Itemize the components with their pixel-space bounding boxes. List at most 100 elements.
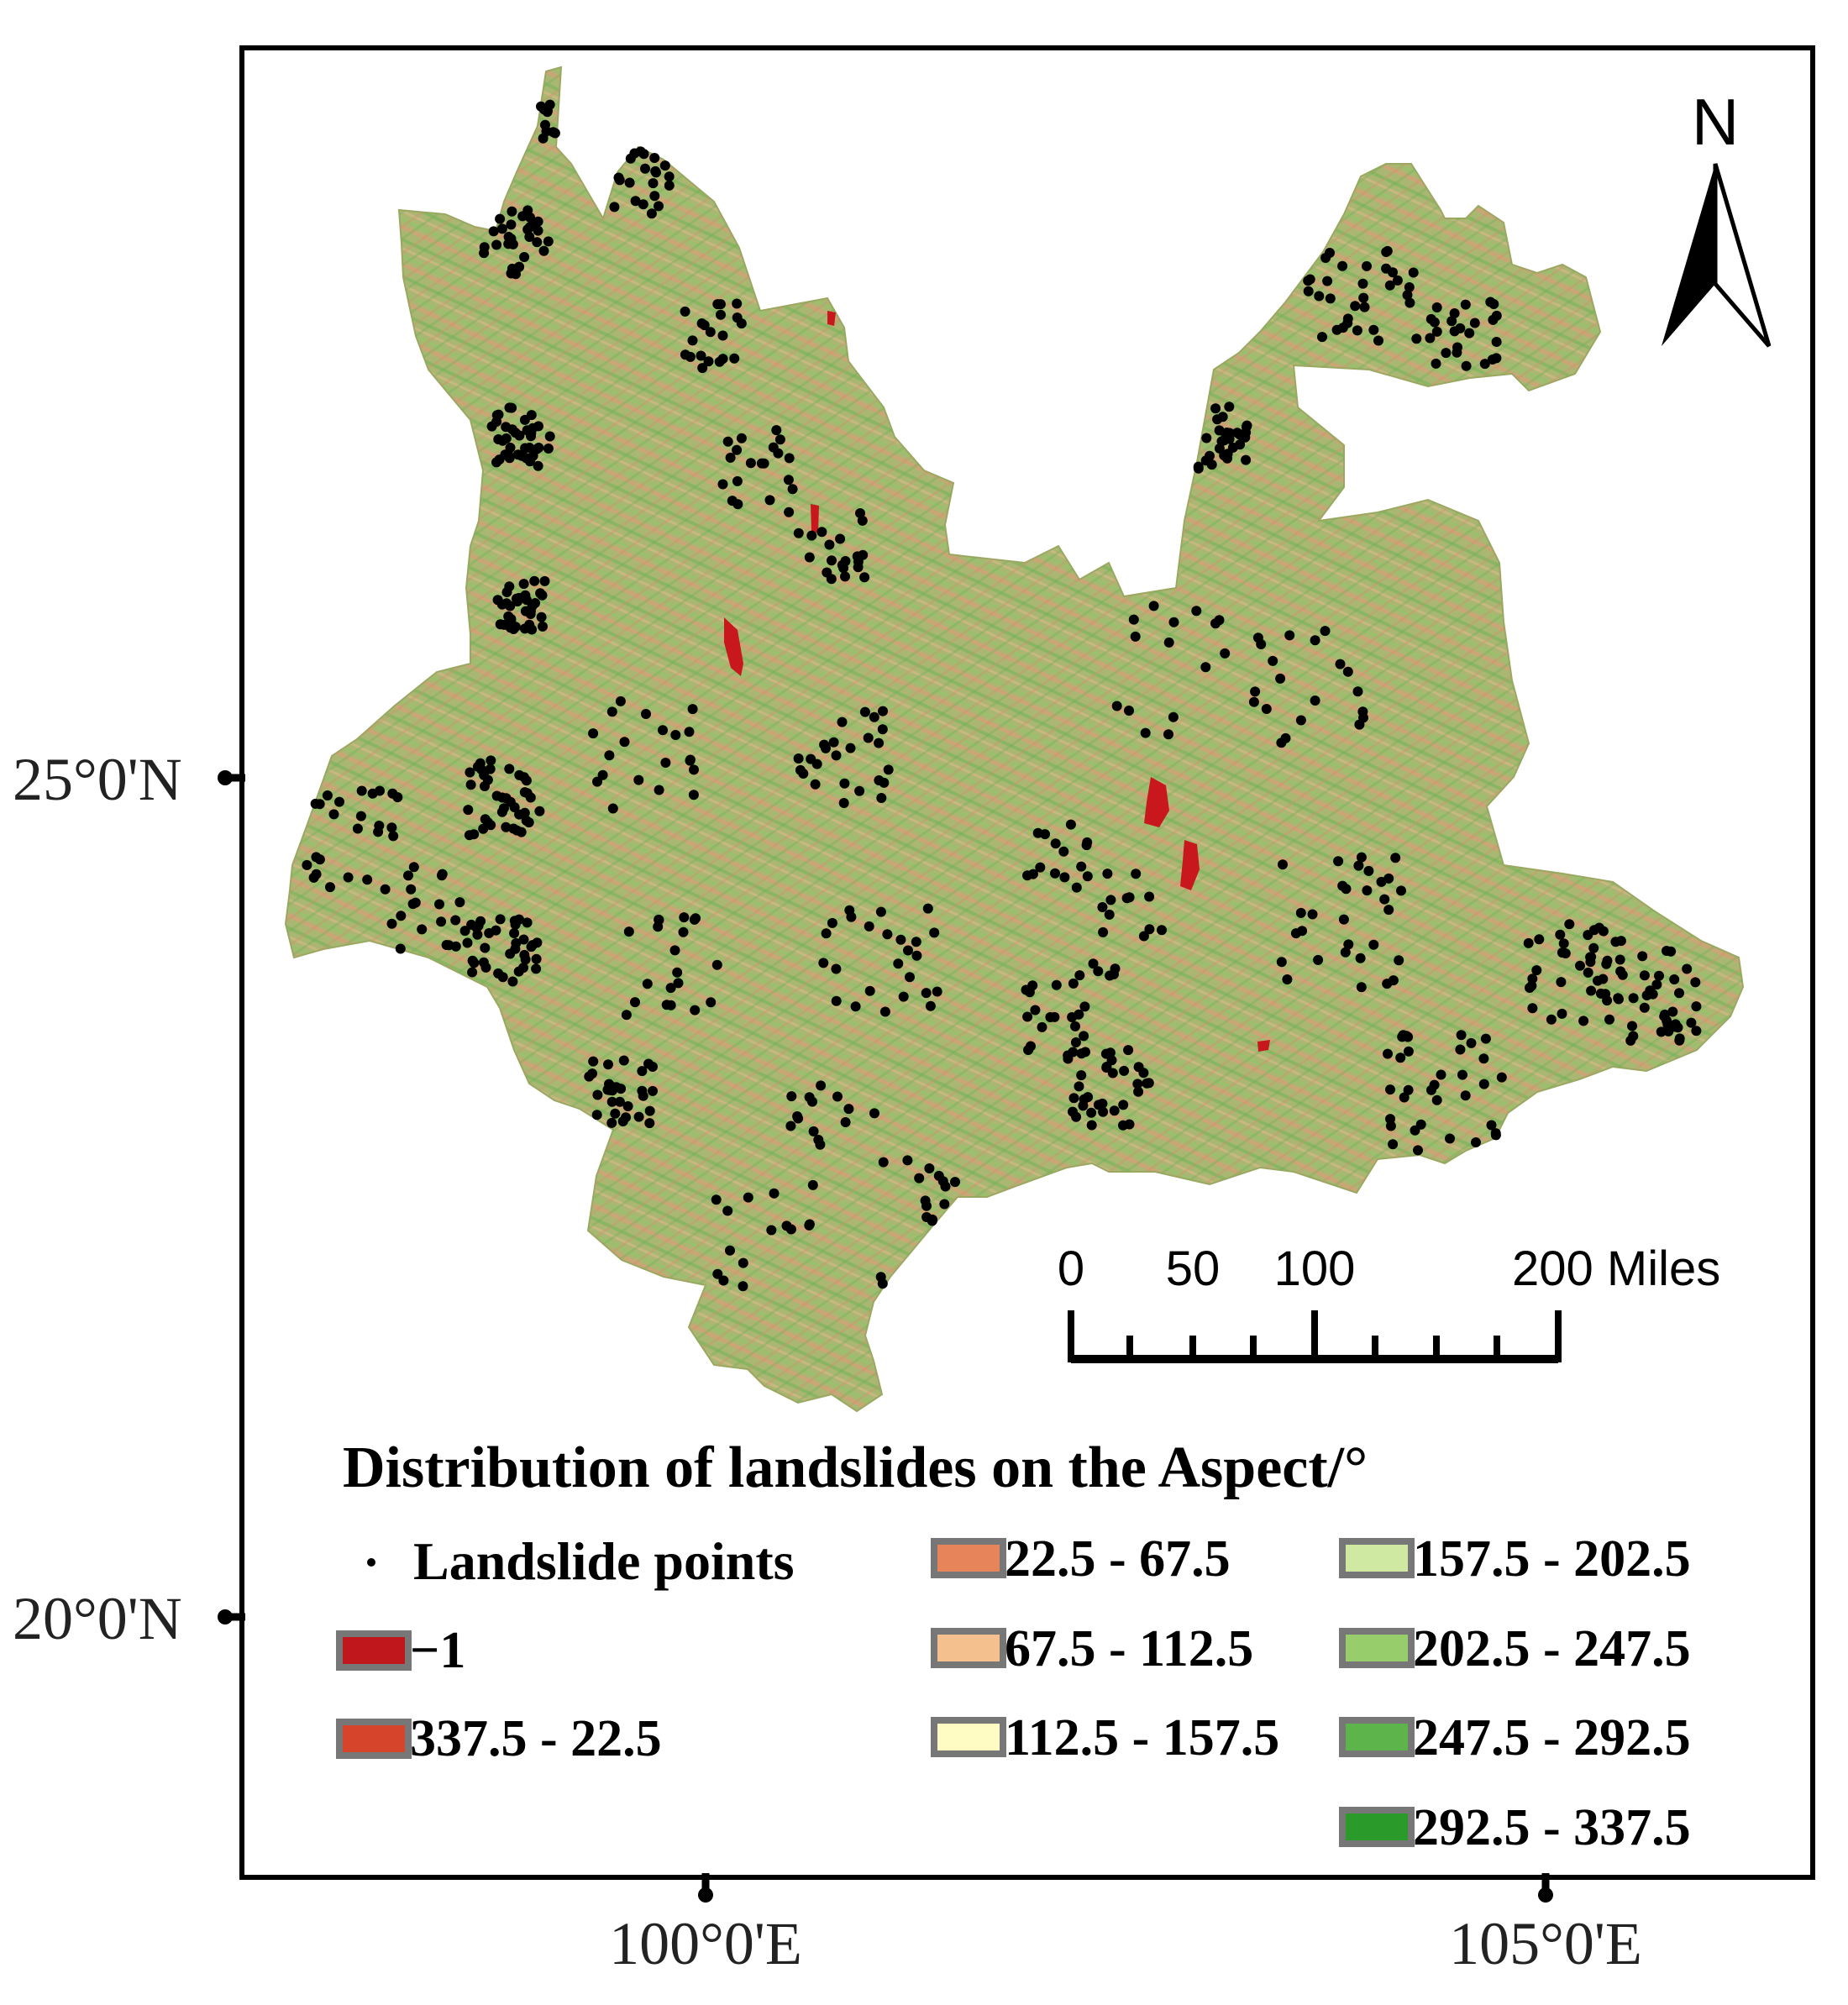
landslide-point bbox=[1337, 260, 1348, 271]
landslide-point bbox=[463, 805, 474, 816]
landslide-point bbox=[1051, 979, 1062, 990]
landslide-point bbox=[633, 1111, 644, 1122]
landslide-point bbox=[853, 556, 864, 567]
landslide-point bbox=[1471, 1137, 1481, 1147]
landslide-point bbox=[1295, 907, 1306, 918]
landslide-point bbox=[518, 934, 529, 945]
landslide-point bbox=[1586, 985, 1597, 996]
landslide-point bbox=[743, 1192, 753, 1203]
landslide-point bbox=[497, 972, 508, 983]
landslide-point bbox=[1404, 282, 1415, 292]
legend-item-minus1: −1 bbox=[336, 1622, 465, 1679]
landslide-point bbox=[1313, 954, 1324, 965]
landslide-point bbox=[625, 153, 636, 164]
landslide-point bbox=[506, 219, 517, 230]
landslide-point bbox=[1088, 958, 1099, 969]
landslide-point bbox=[529, 575, 540, 586]
landslide-point bbox=[591, 1110, 602, 1121]
legend-title: Distribution of landslides on the Aspect… bbox=[343, 1436, 1368, 1500]
landslide-point bbox=[501, 821, 512, 832]
landslide-point bbox=[651, 167, 661, 178]
landslide-point bbox=[1109, 1105, 1120, 1116]
landslide-point bbox=[592, 776, 602, 787]
landslide-point bbox=[1358, 292, 1369, 303]
landslide-point bbox=[759, 458, 769, 469]
landslide-point bbox=[1110, 963, 1121, 974]
landslide-point bbox=[859, 706, 870, 717]
landslide-point bbox=[1138, 931, 1149, 942]
landslide-point bbox=[1531, 965, 1542, 976]
landslide-point bbox=[509, 916, 520, 926]
lake-small-2 bbox=[827, 311, 836, 326]
landslide-point bbox=[863, 732, 874, 743]
landslide-point bbox=[1024, 987, 1035, 998]
landslide-point bbox=[482, 774, 493, 785]
landslide-point bbox=[1140, 727, 1151, 738]
landslide-point bbox=[1144, 924, 1155, 935]
landslide-point bbox=[1282, 974, 1293, 984]
landslide-point bbox=[1647, 989, 1658, 1000]
landslide-point bbox=[648, 1062, 658, 1072]
landslide-point bbox=[660, 758, 671, 768]
landslide-point bbox=[493, 409, 504, 420]
landslide-point bbox=[924, 1163, 935, 1173]
landslide-point bbox=[831, 995, 842, 1006]
landslide-point bbox=[1402, 290, 1413, 301]
landslide-point bbox=[1558, 938, 1569, 949]
landslide-point bbox=[1074, 970, 1085, 981]
landslide-point bbox=[494, 454, 505, 465]
landslide-point bbox=[1216, 436, 1227, 447]
landslide-point bbox=[1617, 969, 1628, 980]
landslide-point bbox=[543, 236, 554, 247]
landslide-point bbox=[624, 177, 635, 188]
landslide-point bbox=[462, 937, 473, 948]
landslide-point bbox=[1076, 1048, 1087, 1059]
landslide-point bbox=[536, 611, 547, 622]
landslide-point bbox=[654, 201, 664, 212]
landslide-point bbox=[472, 929, 483, 940]
landslide-point bbox=[533, 460, 543, 471]
landslide-point bbox=[597, 769, 608, 780]
landslide-point bbox=[1564, 919, 1575, 930]
landslide-point bbox=[314, 854, 325, 865]
landslide-point bbox=[1295, 715, 1306, 726]
landslide-point bbox=[905, 972, 915, 983]
landslide-point bbox=[484, 927, 495, 938]
landslide-point bbox=[1076, 861, 1087, 872]
landslide-point bbox=[604, 750, 615, 761]
lat-tick-20 bbox=[218, 1609, 245, 1624]
landslide-point bbox=[1445, 1133, 1455, 1144]
landslide-point bbox=[1578, 1016, 1589, 1026]
legend-label: 292.5 - 337.5 bbox=[1413, 1799, 1691, 1856]
landslide-point bbox=[732, 312, 743, 323]
landslide-point bbox=[495, 914, 506, 925]
landslide-point bbox=[665, 1000, 676, 1010]
landslide-point bbox=[522, 917, 533, 928]
landslide-point bbox=[1201, 433, 1212, 444]
landslide-point bbox=[1388, 1139, 1399, 1150]
landslide-point bbox=[1431, 1094, 1442, 1105]
landslide-point bbox=[1078, 1100, 1089, 1111]
landslide-point bbox=[1143, 1078, 1154, 1089]
landslide-point bbox=[874, 775, 885, 785]
landslide-point bbox=[903, 945, 913, 956]
landslide-point bbox=[613, 172, 624, 183]
lat-tick-25 bbox=[218, 770, 245, 785]
landslide-point bbox=[496, 806, 507, 817]
landslide-point bbox=[911, 937, 921, 947]
landslide-point bbox=[1691, 1001, 1702, 1012]
landslide-point bbox=[525, 792, 536, 803]
landslide-point bbox=[783, 475, 794, 486]
landslide-point bbox=[1674, 1035, 1685, 1046]
landslide-point bbox=[524, 456, 535, 467]
landslide-point bbox=[804, 552, 815, 563]
landslide-point bbox=[1071, 882, 1082, 893]
landslide-point bbox=[486, 421, 497, 432]
landslide-point bbox=[491, 239, 502, 250]
landslide-point bbox=[1102, 869, 1113, 879]
legend-item-157-202: 157.5 - 202.5 bbox=[1339, 1530, 1691, 1588]
landslide-point bbox=[648, 1085, 658, 1096]
landslide-point bbox=[621, 1112, 631, 1123]
landslide-point bbox=[1674, 988, 1684, 999]
legend-item-202-247: 202.5 - 247.5 bbox=[1339, 1620, 1691, 1677]
